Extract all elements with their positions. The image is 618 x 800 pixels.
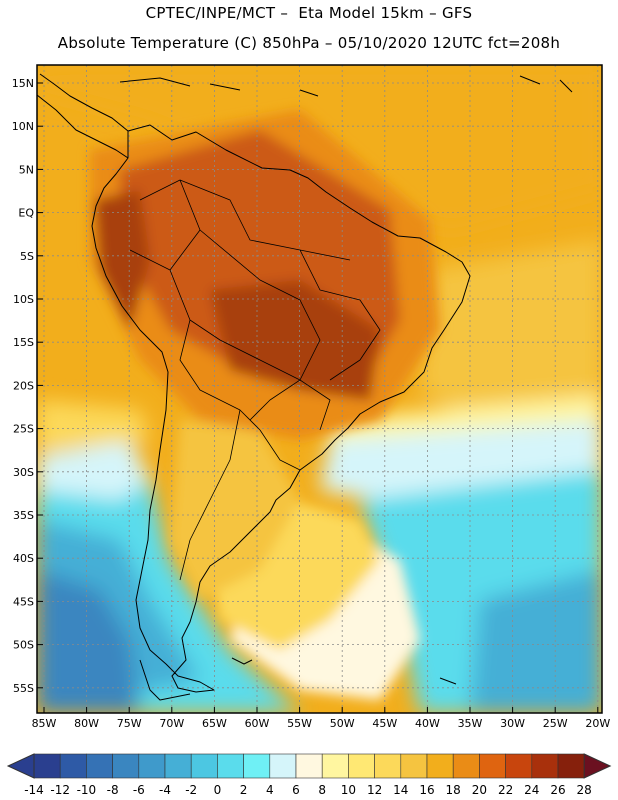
colorbar-swatch <box>479 753 506 779</box>
colorbar-label: 0 <box>214 783 222 797</box>
lat-lon-grid <box>37 65 602 713</box>
field-zone-very-hot-core <box>210 280 380 400</box>
lat-tick-label: 55S <box>13 682 34 695</box>
lon-tick-label: 75W <box>117 717 142 730</box>
lat-tick-label: 10S <box>13 293 34 306</box>
colorbar-label: 28 <box>577 783 592 797</box>
country-borders <box>129 179 381 581</box>
colorbar-swatch <box>400 753 428 779</box>
colorbar-swatch <box>374 753 402 779</box>
colorbar-label: -6 <box>133 783 145 797</box>
colorbar-left-arrow <box>6 753 35 779</box>
colorbar-label: 14 <box>393 783 408 797</box>
colorbar-right-arrow <box>583 753 612 779</box>
colorbar-label: 20 <box>472 783 487 797</box>
colorbar-swatch <box>295 753 323 779</box>
colorbar-label: 16 <box>419 783 434 797</box>
lat-tick-label: 10N <box>12 120 34 133</box>
lon-tick-label: 25W <box>543 717 568 730</box>
lon-tick-label: 20W <box>585 717 610 730</box>
colorbar-label: -12 <box>50 783 70 797</box>
latitude-axis: 15N 10N 5N EQ 5S 10S 15S 20S 25S 30S 35S 40S 45S 50S 5… <box>12 77 43 695</box>
colorbar-label: -2 <box>185 783 197 797</box>
longitude-axis: 85W 80W 75W 70W 65W 60W 55W 50W 45W 40W 35W 30W 25W 2… <box>32 707 610 730</box>
colorbar-swatch <box>243 753 271 779</box>
coastlines <box>37 73 573 701</box>
field-zone-very-hot-west <box>95 190 150 330</box>
lat-tick-label: 15N <box>12 77 34 90</box>
colorbar-swatch <box>86 753 113 779</box>
lon-tick-label: 60W <box>245 717 270 730</box>
colorbar-swatch <box>348 753 375 779</box>
colorbar-label: -10 <box>77 783 97 797</box>
colorbar-swatch <box>505 753 533 779</box>
south-america-coastline <box>91 124 471 693</box>
lat-tick-label: 25S <box>13 423 34 436</box>
patagonia-islands <box>139 657 457 701</box>
colorbar-label: 18 <box>446 783 461 797</box>
colorbar-label: -14 <box>24 783 44 797</box>
colorbar-label: -8 <box>107 783 119 797</box>
lat-tick-label: 5N <box>19 163 34 176</box>
lat-tick-label: 40S <box>13 552 34 565</box>
temperature-field <box>37 65 602 713</box>
lat-tick-label: 20S <box>13 379 34 392</box>
lon-tick-label: 45W <box>372 717 397 730</box>
map-frame <box>36 64 603 714</box>
lon-tick-label: 80W <box>74 717 99 730</box>
lon-tick-label: 65W <box>202 717 227 730</box>
lon-tick-label: 55W <box>287 717 312 730</box>
colorbar-labels: -14 -12 -10 -8 -6 -4 -2 0 2 4 6 8 10 12 14 16 18 20 22 24 26… <box>24 783 592 797</box>
lat-tick-label: EQ <box>18 207 34 220</box>
colorbar-label: 4 <box>266 783 274 797</box>
caribbean-islands <box>119 75 573 97</box>
colorbar-label: 2 <box>240 783 248 797</box>
colorbar-swatch <box>112 753 140 779</box>
field-zone-yellow-west <box>37 400 150 450</box>
lon-tick-label: 85W <box>32 717 57 730</box>
lon-tick-label: 40W <box>415 717 440 730</box>
lat-tick-label: 35S <box>13 509 34 522</box>
colorbar-swatch <box>557 753 585 779</box>
colorbar-label: 12 <box>367 783 382 797</box>
colorbar-swatch <box>59 753 87 779</box>
field-zone-yellow-east <box>420 240 602 420</box>
colorbar-swatch <box>321 753 349 779</box>
colorbar-label: 10 <box>341 783 356 797</box>
field-zone-sky-southeast <box>470 570 602 713</box>
central-america-coastline <box>37 73 129 159</box>
colorbar-swatch <box>33 753 61 779</box>
lat-tick-label: 50S <box>13 639 34 652</box>
colorbar-label: 24 <box>524 783 539 797</box>
lat-tick-label: 45S <box>13 595 34 608</box>
colorbar-label: 8 <box>318 783 326 797</box>
colorbar-label: -4 <box>159 783 171 797</box>
lon-tick-label: 50W <box>330 717 355 730</box>
colorbar-swatches <box>33 753 585 779</box>
colorbar-label: 26 <box>550 783 565 797</box>
colorbar-swatch <box>164 753 192 779</box>
title-line-2: Absolute Temperature (C) 850hPa – 05/10/… <box>57 34 561 52</box>
lat-tick-label: 5S <box>20 250 34 263</box>
lat-tick-label: 30S <box>13 466 34 479</box>
colorbar-swatch <box>269 753 297 779</box>
lon-tick-label: 30W <box>500 717 525 730</box>
colorbar-swatch <box>190 753 218 779</box>
colorbar-swatch <box>531 753 559 779</box>
colorbar-label: 6 <box>292 783 300 797</box>
colorbar-swatch <box>426 753 454 779</box>
field-zone-amber-south <box>170 420 300 600</box>
lon-tick-label: 35W <box>458 717 483 730</box>
field-zone-ice-west <box>37 440 150 500</box>
lon-tick-label: 70W <box>159 717 184 730</box>
lat-tick-label: 15S <box>13 336 34 349</box>
colorbar-swatch <box>217 753 244 779</box>
colorbar-swatch <box>138 753 166 779</box>
field-zone-blue-west <box>37 570 140 713</box>
title-line-1: CPTEC/INPE/MCT – Eta Model 15km – GFS <box>145 4 473 22</box>
colorbar: -14 -12 -10 -8 -6 -4 -2 0 2 4 6 8 10 12 14 16 18 20 22 24 26… <box>6 753 612 797</box>
colorbar-label: 22 <box>498 783 513 797</box>
colorbar-swatch <box>452 753 480 779</box>
